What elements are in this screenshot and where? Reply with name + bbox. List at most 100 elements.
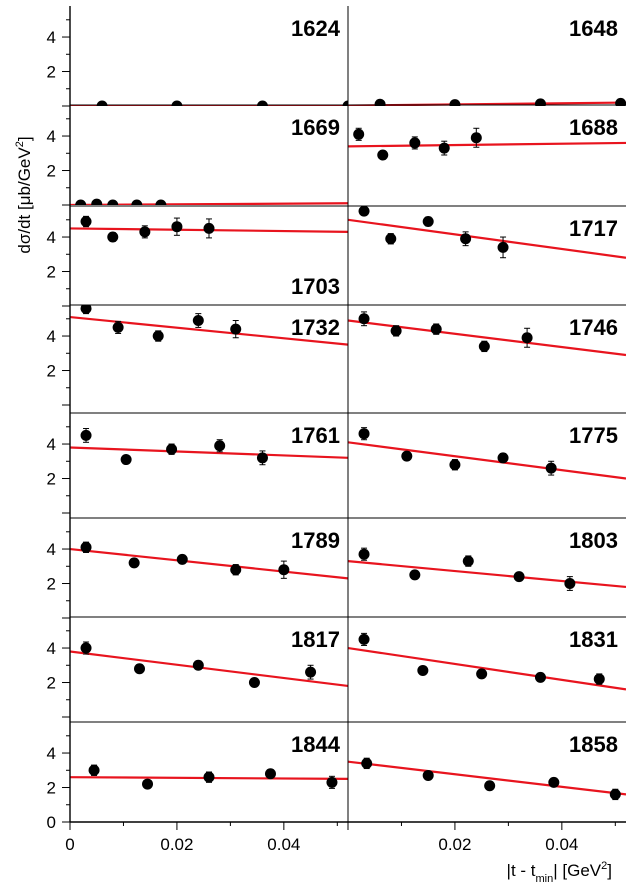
y-tick-label: 4 — [47, 127, 56, 146]
panel-1746: 1746 — [348, 311, 626, 357]
data-point — [449, 99, 461, 106]
data-point — [358, 633, 370, 645]
y-tick-label: 2 — [47, 63, 56, 82]
data-point — [593, 673, 605, 685]
x-axis-title-sub: min — [536, 873, 554, 885]
panel-1817: 1817 — [70, 627, 348, 689]
panel-label: 1732 — [291, 315, 340, 340]
data-point — [374, 98, 386, 106]
panel-label: 1775 — [569, 423, 618, 448]
data-point — [548, 776, 560, 788]
data-point — [248, 677, 260, 689]
data-point — [278, 564, 290, 576]
data-point — [80, 642, 92, 654]
data-point — [478, 340, 490, 352]
data-point — [142, 778, 154, 790]
data-point — [353, 128, 365, 140]
data-point — [230, 323, 242, 335]
data-point — [401, 450, 413, 462]
data-point — [80, 216, 92, 228]
panel-1669: 1669 — [70, 115, 348, 205]
data-point — [377, 149, 389, 161]
data-point — [534, 98, 546, 106]
data-point — [521, 332, 533, 344]
y-tick-label: 4 — [47, 28, 56, 47]
data-point — [203, 771, 215, 783]
panel-1789: 1789 — [70, 528, 348, 580]
panel-label: 1624 — [291, 16, 341, 41]
y-tick-label: 2 — [47, 470, 56, 489]
data-point — [545, 462, 557, 474]
y-tick-label: 2 — [47, 575, 56, 594]
data-point — [91, 198, 103, 205]
data-point — [385, 233, 397, 245]
data-point — [615, 97, 626, 106]
data-point — [166, 443, 178, 455]
y-tick-label: 2 — [47, 362, 56, 381]
data-point — [470, 132, 482, 144]
data-point — [417, 664, 429, 676]
data-point — [534, 671, 546, 683]
data-point — [409, 569, 421, 581]
data-point — [256, 100, 268, 106]
panel-1858: 1858 — [348, 732, 626, 801]
data-point — [256, 452, 268, 464]
fit-line — [348, 646, 626, 691]
y-axis-title: dσ/dt [μb/GeV2] — [14, 136, 34, 253]
panel-1775: 1775 — [348, 423, 626, 480]
panel-1844: 1844 — [70, 732, 348, 790]
fit-line — [348, 560, 626, 589]
x-axis-title-mid: | [GeV — [553, 861, 602, 880]
data-point — [484, 780, 496, 792]
data-point — [80, 305, 92, 314]
panel-1732: 1732 — [70, 305, 348, 346]
data-point — [358, 428, 370, 440]
data-point — [460, 233, 472, 245]
panel-1831: 1831 — [348, 627, 626, 691]
panel-label: 1858 — [569, 732, 618, 757]
y-tick-label: 4 — [47, 540, 56, 559]
data-point — [139, 226, 151, 238]
x-axis-title-main: |t - t — [507, 861, 536, 880]
data-point — [75, 199, 87, 205]
y-tick-label: 4 — [47, 435, 56, 454]
data-point — [128, 557, 140, 569]
x-axis-title-sup: 2 — [601, 860, 607, 872]
data-point — [497, 241, 509, 253]
data-point — [214, 440, 226, 452]
data-point — [358, 548, 370, 560]
data-point — [134, 663, 145, 675]
fit-line — [348, 760, 626, 796]
data-point — [476, 668, 488, 680]
x-tick-label: 0.04 — [545, 835, 578, 854]
panel-label: 1688 — [569, 115, 618, 140]
data-point — [430, 323, 442, 335]
panel-grid: 1624 1648 1669 1688 1703 1717 1732 1746 1761 1775… — [70, 16, 626, 801]
data-point — [609, 788, 621, 800]
data-point — [107, 199, 119, 205]
data-point — [131, 199, 143, 205]
data-point — [358, 313, 370, 325]
data-point — [80, 429, 92, 441]
data-point — [192, 659, 204, 671]
y-tick-label: 2 — [47, 263, 56, 282]
fit-line — [70, 446, 348, 459]
fit-line — [348, 141, 626, 148]
data-point — [88, 764, 100, 776]
data-point — [120, 454, 132, 466]
data-point — [422, 216, 434, 228]
data-point — [449, 459, 461, 471]
data-point — [80, 541, 92, 553]
x-tick-label: 0.02 — [160, 835, 193, 854]
y-axis-title-sup: 2 — [14, 141, 26, 147]
data-point — [112, 321, 124, 333]
data-point — [264, 768, 276, 780]
panel-label: 1761 — [291, 423, 340, 448]
y-tick-label: 4 — [47, 744, 56, 763]
data-point — [358, 206, 370, 217]
panel-label: 1746 — [569, 315, 618, 340]
y-tick-label: 0 — [47, 813, 56, 832]
y-tick-label: 2 — [47, 162, 56, 181]
data-point — [409, 137, 421, 149]
data-point — [361, 757, 373, 769]
